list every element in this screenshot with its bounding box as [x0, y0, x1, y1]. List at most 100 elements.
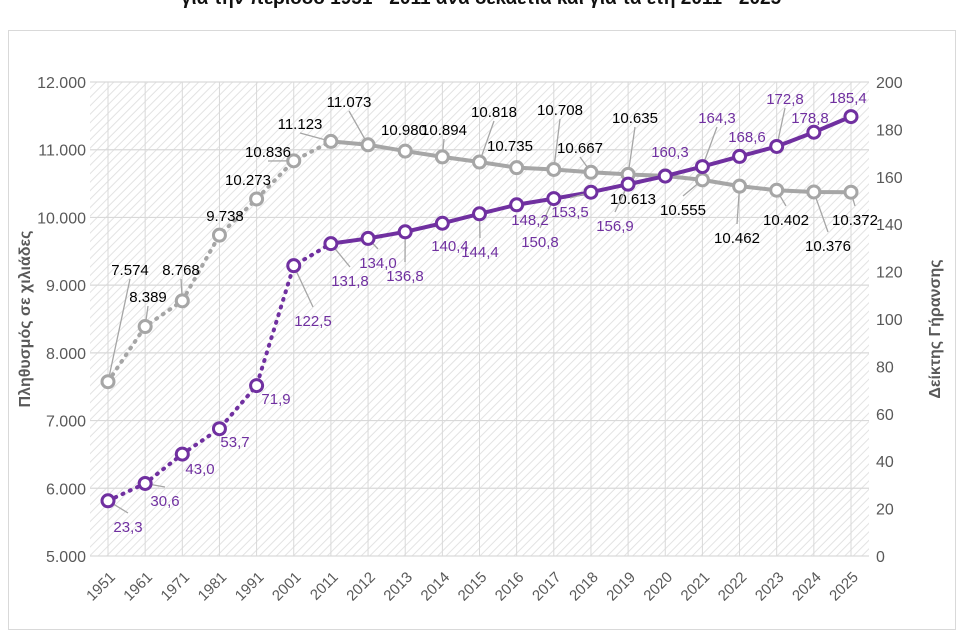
- population-marker: [362, 139, 374, 151]
- population-data-label: 10.462: [714, 230, 760, 247]
- left-axis-tick-label: 5.000: [46, 549, 86, 566]
- aging-index-marker: [622, 178, 634, 190]
- population-marker: [251, 193, 263, 205]
- aging-index-data-label: 156,9: [596, 218, 634, 235]
- left-axis-title: Πληθυσμός σε χιλιάδες: [17, 231, 34, 408]
- right-axis-tick-label: 120: [876, 265, 903, 282]
- left-axis-tick-label: 9.000: [46, 278, 86, 295]
- population-marker: [399, 145, 411, 157]
- aging-index-marker: [176, 448, 188, 460]
- aging-index-marker: [474, 208, 486, 220]
- population-data-label: 11.123: [278, 116, 323, 133]
- aging-index-marker: [362, 232, 374, 244]
- aging-index-data-label: 160,3: [651, 144, 689, 161]
- aging-index-data-label: 43,0: [185, 461, 214, 478]
- population-marker: [771, 184, 783, 196]
- right-axis-tick-label: 140: [876, 217, 903, 234]
- x-axis-tick-label: 2025: [826, 569, 862, 601]
- aging-index-data-label: 136,8: [386, 268, 424, 285]
- aging-index-marker: [696, 161, 708, 173]
- population-marker: [139, 321, 151, 333]
- population-marker: [696, 174, 708, 186]
- aging-index-data-label: 172,8: [766, 91, 804, 108]
- aging-index-marker: [585, 186, 597, 198]
- x-axis-tick-label: 2016: [492, 569, 528, 601]
- right-axis-tick-label: 80: [876, 359, 894, 376]
- x-axis-tick-label: 2018: [566, 569, 602, 601]
- x-axis-tick-label: 2019: [603, 569, 639, 601]
- population-data-label: 11.073: [327, 94, 372, 111]
- population-marker: [734, 180, 746, 192]
- x-axis-tick-label: 1951: [83, 569, 119, 601]
- population-data-label: 7.574: [111, 262, 149, 279]
- population-marker: [436, 151, 448, 163]
- left-axis-tick-label: 6.000: [46, 481, 86, 498]
- aging-index-marker: [845, 111, 857, 123]
- right-axis-tick-label: 0: [876, 549, 885, 566]
- left-axis-tick-label: 12.000: [37, 75, 86, 92]
- population-marker: [213, 229, 225, 241]
- aging-index-data-label: 131,8: [331, 273, 369, 290]
- x-axis-tick-label: 2021: [678, 569, 714, 601]
- population-data-label: 10.273: [225, 172, 271, 189]
- aging-index-data-label: 23,3: [113, 519, 142, 536]
- aging-index-data-label: 185,4: [829, 90, 867, 107]
- aging-index-data-label: 71,9: [261, 391, 290, 408]
- aging-index-data-label: 144,4: [461, 244, 499, 261]
- population-data-label: 10.735: [487, 138, 533, 155]
- right-axis-tick-label: 40: [876, 454, 894, 471]
- x-axis-tick-label: 1961: [120, 569, 156, 601]
- aging-index-data-label: 30,6: [150, 493, 179, 510]
- population-data-label: 9.738: [206, 208, 244, 225]
- x-axis-tick-label: 2001: [269, 569, 305, 601]
- aging-index-marker: [139, 477, 151, 489]
- left-axis-tick-label: 7.000: [46, 414, 86, 431]
- population-data-label: 10.980: [381, 122, 427, 139]
- right-axis-tick-label: 60: [876, 407, 894, 424]
- left-axis-tick-label: 11.000: [38, 143, 86, 160]
- aging-index-data-label: 148,2: [511, 212, 549, 229]
- aging-index-marker: [734, 150, 746, 162]
- population-marker: [845, 186, 857, 198]
- left-axis-tick-label: 10.000: [37, 210, 86, 227]
- aging-index-data-label: 53,7: [220, 434, 249, 451]
- aging-index-marker: [102, 495, 114, 507]
- population-marker: [585, 166, 597, 178]
- population-marker: [325, 135, 337, 147]
- aging-index-marker: [548, 193, 560, 205]
- left-axis-tick-label: 8.000: [46, 346, 86, 363]
- right-axis-tick-label: 100: [876, 312, 903, 329]
- population-data-label: 8.389: [129, 289, 167, 306]
- population-data-label: 10.894: [421, 122, 467, 139]
- x-axis-tick-label: 2011: [307, 569, 342, 601]
- x-axis-tick-label: 2014: [418, 569, 454, 601]
- aging-index-data-label: 150,8: [521, 234, 559, 251]
- right-axis-tick-label: 20: [876, 502, 894, 519]
- population-marker: [548, 163, 560, 175]
- x-axis-tick-label: 2023: [752, 569, 788, 601]
- aging-index-marker: [251, 380, 263, 392]
- x-axis-tick-label: 2024: [789, 569, 825, 601]
- aging-index-marker: [659, 170, 671, 182]
- aging-index-data-label: 153,5: [551, 204, 589, 221]
- aging-index-data-label: 164,3: [698, 110, 736, 127]
- aging-index-marker: [399, 226, 411, 238]
- aging-index-marker: [771, 140, 783, 152]
- aging-index-marker: [808, 126, 820, 138]
- right-axis-title: Δείκτης Γήρανσης: [927, 259, 944, 398]
- chart: 5.000 6.000 7.000 8.000 9.000 10.000 11.000 12.…: [0, 0, 962, 601]
- population-data-label: 10.555: [660, 202, 706, 219]
- aging-index-marker: [213, 423, 225, 435]
- population-marker: [102, 376, 114, 388]
- x-axis-tick-label: 1981: [195, 569, 231, 601]
- population-marker: [176, 295, 188, 307]
- x-axis-tick-label: 2013: [380, 569, 416, 601]
- x-axis-tick-label: 2015: [455, 569, 491, 601]
- aging-index-marker: [325, 238, 337, 250]
- aging-index-data-label: 122,5: [294, 313, 332, 330]
- right-axis-tick-label: 200: [876, 75, 903, 92]
- aging-index-marker: [288, 260, 300, 272]
- population-data-label: 10.635: [612, 110, 658, 127]
- population-marker: [808, 186, 820, 198]
- right-axis-tick-label: 160: [876, 170, 903, 187]
